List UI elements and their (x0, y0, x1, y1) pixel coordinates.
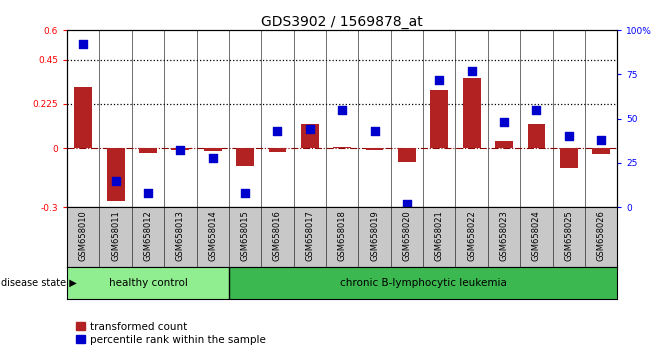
Text: GSM658013: GSM658013 (176, 210, 185, 261)
Point (305, 126, 315, 132)
Text: GSM658020: GSM658020 (403, 210, 411, 261)
Point (175, 148, 186, 153)
Bar (398, 148, 416, 162)
Bar (139, 148, 157, 153)
Text: GSM658010: GSM658010 (79, 210, 88, 261)
Bar (430, 90, 448, 148)
Point (272, 128, 283, 134)
Point (240, 190, 250, 196)
Bar (204, 148, 221, 151)
Point (466, 68, 477, 74)
Bar (333, 147, 351, 148)
Point (207, 155, 218, 160)
Point (531, 107, 541, 113)
Text: GSM658024: GSM658024 (532, 210, 541, 261)
Point (434, 77, 445, 82)
Bar (229, 267, 617, 299)
Text: GSM658022: GSM658022 (467, 210, 476, 261)
Text: disease state ▶: disease state ▶ (1, 278, 77, 288)
Text: GSM658017: GSM658017 (305, 210, 314, 261)
Point (337, 107, 348, 113)
Text: GSM658023: GSM658023 (499, 210, 509, 261)
Text: GSM658018: GSM658018 (338, 210, 347, 261)
Bar (592, 148, 610, 154)
Bar (527, 125, 546, 148)
Text: chronic B-lymphocytic leukemia: chronic B-lymphocytic leukemia (340, 278, 507, 288)
Point (110, 178, 121, 183)
Bar (236, 148, 254, 166)
Bar (463, 78, 480, 148)
Point (401, 201, 412, 206)
Text: GSM658014: GSM658014 (208, 210, 217, 261)
Text: GSM658012: GSM658012 (144, 210, 152, 261)
Point (596, 137, 607, 143)
Text: GSM658016: GSM658016 (273, 210, 282, 261)
Bar (268, 148, 287, 152)
Point (143, 190, 154, 196)
Bar (172, 148, 189, 150)
Bar (107, 148, 125, 201)
Legend: transformed count, percentile rank within the sample: transformed count, percentile rank withi… (72, 317, 270, 349)
Text: GSM658011: GSM658011 (111, 210, 120, 261)
Bar (495, 141, 513, 148)
Text: GSM658021: GSM658021 (435, 210, 444, 261)
Point (564, 133, 574, 139)
Bar (67, 267, 229, 299)
Point (78, 41, 89, 47)
Bar (560, 148, 578, 168)
Text: healthy control: healthy control (109, 278, 187, 288)
Text: GSM658025: GSM658025 (564, 210, 573, 261)
Bar (366, 148, 383, 150)
Bar (301, 125, 319, 148)
Text: GSM658015: GSM658015 (241, 210, 250, 261)
Text: GSM658026: GSM658026 (597, 210, 606, 261)
Point (499, 119, 509, 125)
Bar (74, 87, 92, 148)
Title: GDS3902 / 1569878_at: GDS3902 / 1569878_at (261, 15, 423, 29)
Point (369, 128, 380, 134)
Text: GSM658019: GSM658019 (370, 210, 379, 261)
